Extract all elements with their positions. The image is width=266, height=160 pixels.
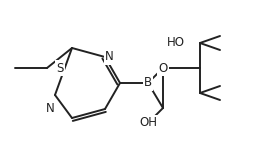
- Text: O: O: [158, 61, 168, 75]
- Text: B: B: [144, 76, 152, 89]
- Text: N: N: [46, 103, 55, 116]
- Text: S: S: [56, 61, 64, 75]
- Text: HO: HO: [167, 36, 185, 49]
- Text: N: N: [105, 51, 114, 64]
- Text: OH: OH: [139, 116, 157, 129]
